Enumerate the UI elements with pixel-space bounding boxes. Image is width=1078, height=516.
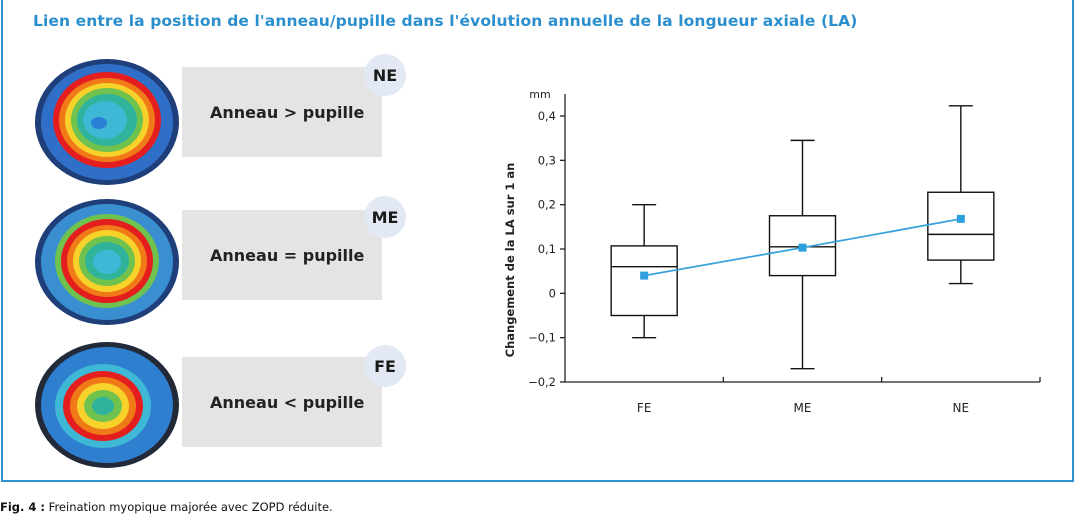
badge-ne: NE	[364, 54, 406, 96]
label-ne: Anneau > pupille	[210, 103, 365, 122]
y-tick-label: 0	[549, 286, 556, 300]
x-tick-label: FE	[637, 401, 651, 415]
figure-frame	[1, 0, 1074, 482]
label-me: Anneau = pupille	[210, 246, 365, 265]
label-box-fe: Anneau < pupille	[182, 357, 382, 447]
figure-title: Lien entre la position de l'anneau/pupil…	[33, 12, 858, 30]
y-ticks: −0,2 −0,1 0 0,1 0,2 0,3 0,4	[528, 109, 565, 389]
topography-map-fe	[35, 342, 179, 468]
box-ne	[927, 105, 995, 285]
box-series	[610, 105, 995, 370]
box-iqr	[610, 245, 678, 317]
box-iqr	[927, 191, 995, 261]
y-tick-label: −0,1	[528, 331, 556, 345]
x-tick-label: ME	[794, 401, 812, 415]
y-tick-label: −0,2	[528, 375, 556, 389]
y-unit-label: mm	[529, 88, 550, 101]
label-box-ne: Anneau > pupille	[182, 67, 382, 157]
caption-text: Freination myopique majorée avec ZOPD ré…	[45, 500, 333, 514]
panel-row-ne: Anneau > pupille NE	[0, 54, 440, 195]
y-tick-label: 0,1	[538, 242, 556, 256]
badge-me: ME	[364, 196, 406, 238]
label-box-me: Anneau = pupille	[182, 210, 382, 300]
badge-fe: FE	[364, 345, 406, 387]
x-tick-label: NE	[953, 401, 970, 415]
y-axis-label: Changement de la LA sur 1 an	[503, 163, 517, 358]
caption-label: Fig. 4 :	[0, 500, 46, 514]
mean-marker-ne	[956, 214, 965, 223]
y-tick-label: 0,2	[538, 198, 556, 212]
topography-map-me	[35, 199, 179, 325]
label-fe: Anneau < pupille	[210, 393, 365, 412]
chart-axes: FE ME NE	[564, 94, 1041, 415]
panel-row-fe: Anneau < pupille FE	[0, 338, 440, 478]
y-tick-label: 0,4	[538, 109, 556, 123]
mean-marker-fe	[640, 271, 649, 280]
box-iqr	[768, 215, 837, 277]
box-me	[768, 139, 837, 370]
boxplot-chart: FE ME NE −0,2 −0,1 0 0,1 0,2 0,3 0,4 mm Changeme…	[503, 88, 1041, 415]
y-tick-label: 0,3	[538, 153, 556, 167]
box-fe	[610, 203, 678, 339]
topography-map-ne	[35, 59, 179, 185]
figure-caption: Fig. 4 : Freination myopique majorée ave…	[0, 500, 333, 514]
mean-marker-me	[798, 243, 807, 252]
mean-series	[640, 214, 965, 280]
panel-row-me: Anneau = pupille ME	[0, 195, 440, 335]
